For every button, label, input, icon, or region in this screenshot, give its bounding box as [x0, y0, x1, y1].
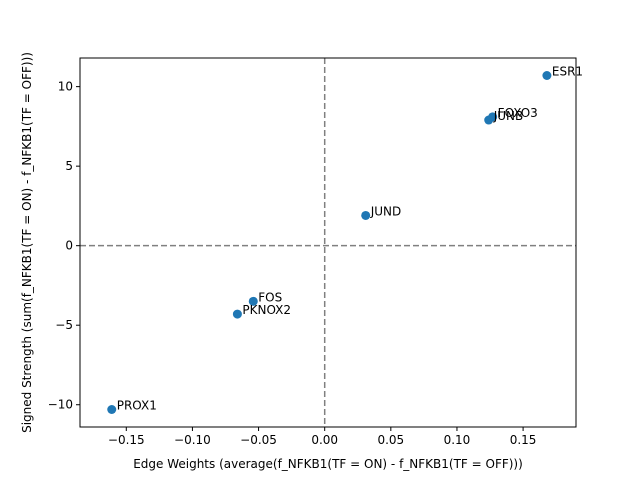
point-label-junb: JUNB [493, 109, 524, 123]
x-tick-label: −0.15 [108, 433, 145, 447]
point-label-jund: JUND [370, 204, 402, 218]
point-label-esr1: ESR1 [552, 64, 583, 78]
reference-lines [80, 58, 576, 427]
data-point-junb [484, 115, 494, 125]
data-point-jund [361, 210, 371, 220]
y-axis-ticks: −10 −5 0 5 10 [48, 80, 80, 412]
y-tick-label: −5 [55, 318, 73, 332]
y-tick-label: −10 [48, 398, 73, 412]
x-tick-label: 0.15 [510, 433, 537, 447]
x-tick-label: −0.05 [240, 433, 277, 447]
plot-frame [79, 57, 577, 428]
point-label-prox1: PROX1 [117, 399, 157, 413]
data-point-fos [248, 296, 258, 306]
point-label-pknox2: PKNOX2 [242, 303, 291, 317]
data-point-pknox2 [232, 309, 242, 319]
point-label-foxo3: FOXO3 [498, 106, 538, 120]
x-tick-label: 0.00 [311, 433, 338, 447]
x-axis-ticks: −0.15 −0.10 −0.05 0.00 0.05 0.10 0.15 [108, 427, 537, 447]
y-tick-label: 5 [65, 159, 73, 173]
data-point-prox1 [107, 405, 117, 415]
data-point-esr1 [542, 70, 552, 80]
x-tick-label: 0.05 [377, 433, 404, 447]
point-label-fos: FOS [258, 290, 282, 304]
y-tick-label: 10 [58, 80, 73, 94]
data-points [107, 70, 552, 415]
x-tick-label: −0.10 [174, 433, 211, 447]
y-axis-label: Signed Strength (sum(f_NFKB1(TF = ON) - … [20, 52, 34, 433]
x-axis-label: Edge Weights (average(f_NFKB1(TF = ON) -… [133, 457, 523, 471]
x-tick-label: 0.10 [444, 433, 471, 447]
y-tick-label: 0 [65, 239, 73, 253]
